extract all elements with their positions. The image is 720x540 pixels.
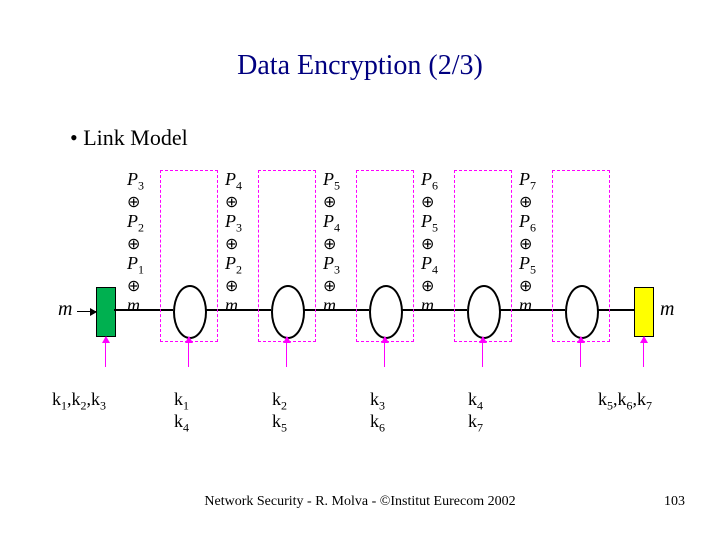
- key-label: k1,k2,k3: [52, 390, 106, 412]
- m-sink-label: m: [660, 298, 674, 321]
- protocol-stack: P6⊕P5⊕P4⊕m: [421, 170, 455, 315]
- key-label: k1k4: [174, 390, 189, 434]
- footer: Network Security - R. Molva - ©Institut …: [0, 494, 720, 510]
- router-node: [467, 285, 501, 339]
- slide: Data Encryption (2/3) • Link Model m m P…: [0, 0, 720, 540]
- key-arrow: [482, 337, 483, 367]
- key-label: k3k6: [370, 390, 385, 434]
- key-label: k2k5: [272, 390, 287, 434]
- source-box: [96, 287, 116, 337]
- key-arrow: [384, 337, 385, 367]
- m-source-label: m: [58, 298, 72, 321]
- key-arrow: [286, 337, 287, 367]
- protocol-stack: P4⊕P3⊕P2⊕m: [225, 170, 259, 315]
- key-label: k4k7: [468, 390, 483, 434]
- router-node: [369, 285, 403, 339]
- key-arrow: [643, 337, 644, 367]
- page-number: 103: [664, 494, 685, 510]
- sink-box: [634, 287, 654, 337]
- slide-title: Data Encryption (2/3): [0, 50, 720, 82]
- key-arrow: [105, 337, 106, 367]
- router-node: [271, 285, 305, 339]
- protocol-stack: P5⊕P4⊕P3⊕m: [323, 170, 357, 315]
- router-node: [173, 285, 207, 339]
- entry-arrow: [77, 311, 96, 312]
- key-label: k5,k6,k7: [598, 390, 652, 412]
- protocol-stack: P7⊕P6⊕P5⊕m: [519, 170, 553, 315]
- key-arrow: [580, 337, 581, 367]
- bullet-link-model: • Link Model: [70, 125, 188, 151]
- router-node: [565, 285, 599, 339]
- diagram: m m P3⊕P2⊕P1⊕m P4⊕P3⊕P2⊕m P5⊕P4⊕P3⊕m P6⊕P5⊕…: [40, 170, 680, 450]
- protocol-stack: P3⊕P2⊕P1⊕m: [127, 170, 161, 315]
- key-arrow: [188, 337, 189, 367]
